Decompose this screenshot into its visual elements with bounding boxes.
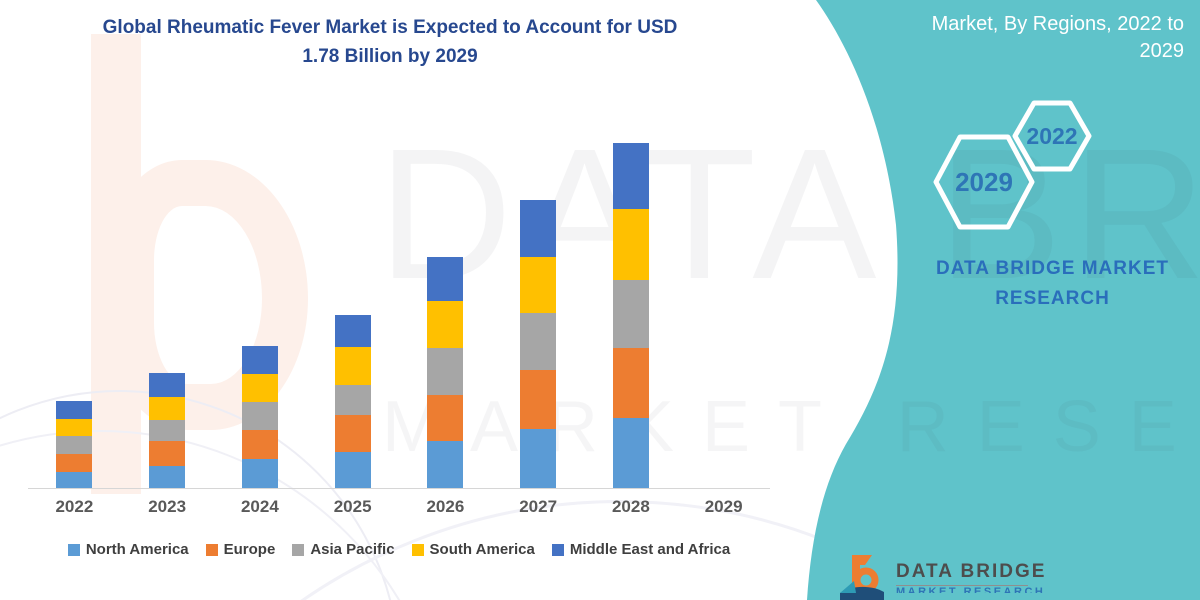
plot-area bbox=[28, 140, 770, 488]
bar-segment-2026-asia-pacific bbox=[427, 348, 464, 395]
x-axis-line bbox=[28, 488, 770, 489]
data-bridge-logo-icon bbox=[840, 555, 884, 600]
legend-swatch-icon bbox=[551, 543, 564, 556]
page-title-line2: 1.78 Billion by 2029 bbox=[302, 46, 478, 67]
bar-segment-2027-south-america bbox=[520, 257, 557, 313]
hexagon-2029-label: 2029 bbox=[955, 167, 1013, 197]
page-title-line1: Global Rheumatic Fever Market is Expecte… bbox=[102, 17, 678, 38]
x-axis-label-2025: 2025 bbox=[333, 497, 372, 516]
x-axis-label-2029: 2029 bbox=[704, 497, 743, 516]
legend-item-europe: Europe bbox=[205, 541, 276, 558]
legend-swatch-icon bbox=[67, 543, 80, 556]
bar-segment-2022-north-america bbox=[56, 472, 93, 488]
legend-label: North America bbox=[85, 541, 189, 558]
bar-segment-2023-asia-pacific bbox=[149, 420, 186, 441]
bar-segment-2026-south-america bbox=[427, 301, 464, 348]
footer-logo-sub: MARKET RESEARCH bbox=[896, 586, 1046, 593]
legend-label: Europe bbox=[223, 541, 276, 558]
chart-column-2023 bbox=[121, 140, 214, 488]
bar-segment-2028-north-america bbox=[612, 418, 649, 488]
legend-item-north-america: North America bbox=[67, 541, 189, 558]
legend-item-asia-pacific: Asia Pacific bbox=[292, 541, 395, 558]
bar-segment-2026-north-america bbox=[427, 441, 464, 488]
chart-column-2025 bbox=[306, 140, 399, 488]
brand-line1: DATA BRIDGE MARKET bbox=[936, 258, 1169, 279]
bar-segment-2027-north-america bbox=[520, 429, 557, 488]
bar-segment-2028-europe bbox=[612, 348, 649, 418]
bar-segment-2025-south-america bbox=[334, 347, 371, 385]
x-axis-label-2026: 2026 bbox=[426, 497, 465, 516]
footer-logo-text: DATA BRIDGE MARKET RESEARCH bbox=[896, 553, 1046, 600]
legend-swatch-icon bbox=[411, 543, 424, 556]
x-axis-labels: 2022 2023 2024 2025 2026 2027 2028 2029 bbox=[28, 497, 770, 517]
bar-segment-2024-europe bbox=[241, 430, 278, 459]
chart-column-2024 bbox=[214, 140, 307, 488]
bar-segment-2026-middle-east-and-africa bbox=[427, 257, 464, 301]
bar-segment-2025-north-america bbox=[334, 452, 371, 488]
bar-segment-2028-asia-pacific bbox=[612, 280, 649, 348]
legend-swatch-icon bbox=[292, 543, 305, 556]
bar-2025 bbox=[334, 315, 371, 488]
x-axis-label-2022: 2022 bbox=[55, 497, 94, 516]
bar-segment-2028-middle-east-and-africa bbox=[612, 143, 649, 209]
legend-label: Middle East and Africa bbox=[569, 541, 731, 558]
chart-column-2029 bbox=[677, 140, 770, 488]
bar-2022 bbox=[56, 401, 93, 488]
bar-segment-2024-asia-pacific bbox=[241, 402, 278, 430]
bar-segment-2024-north-america bbox=[241, 459, 278, 488]
bar-segment-2025-middle-east-and-africa bbox=[334, 315, 371, 347]
chart-column-2022 bbox=[28, 140, 121, 488]
bar-segment-2024-middle-east-and-africa bbox=[241, 346, 278, 374]
brand-wordmark: DATA BRIDGE MARKET RESEARCH bbox=[925, 254, 1180, 314]
bar-segment-2022-asia-pacific bbox=[56, 436, 93, 454]
bar-segment-2025-asia-pacific bbox=[334, 385, 371, 415]
x-axis-label-2023: 2023 bbox=[148, 497, 187, 516]
bar-2024 bbox=[241, 346, 278, 488]
legend-label: South America bbox=[429, 541, 535, 558]
bar-segment-2028-south-america bbox=[612, 209, 649, 280]
bar-segment-2023-middle-east-and-africa bbox=[149, 373, 186, 397]
legend-item-south-america: South America bbox=[411, 541, 535, 558]
footer-logo-name: DATA BRIDGE bbox=[896, 561, 1047, 582]
bar-segment-2027-middle-east-and-africa bbox=[520, 200, 557, 257]
bar-segment-2022-south-america bbox=[56, 419, 93, 436]
bar-segment-2023-south-america bbox=[149, 397, 186, 420]
bar-segment-2025-europe bbox=[334, 415, 371, 452]
chart-column-2028 bbox=[585, 140, 678, 488]
banner-title-line1: Market, By Regions, 2022 to bbox=[931, 13, 1184, 35]
x-axis-label-2027: 2027 bbox=[519, 497, 558, 516]
hexagon-2022-label: 2022 bbox=[1026, 123, 1077, 149]
bar-2027 bbox=[520, 200, 557, 488]
legend-label: Asia Pacific bbox=[310, 541, 395, 558]
page-title: Global Rheumatic Fever Market is Expecte… bbox=[35, 13, 745, 71]
bar-2026 bbox=[427, 257, 464, 488]
bar-segment-2027-asia-pacific bbox=[520, 313, 557, 370]
chart-column-2027 bbox=[492, 140, 585, 488]
bar-segment-2027-europe bbox=[520, 370, 557, 429]
banner-title: Market, By Regions, 2022 to 2029 bbox=[854, 11, 1184, 65]
bar-segment-2023-europe bbox=[149, 441, 186, 466]
bar-segment-2022-middle-east-and-africa bbox=[56, 401, 93, 419]
bar-segment-2024-south-america bbox=[241, 374, 278, 402]
bar-2028 bbox=[612, 143, 649, 488]
bar-2023 bbox=[149, 373, 186, 488]
legend-item-middle-east-and-africa: Middle East and Africa bbox=[551, 541, 731, 558]
brand-line2: RESEARCH bbox=[995, 288, 1110, 309]
bar-segment-2026-europe bbox=[427, 395, 464, 441]
banner-title-line2: 2029 bbox=[1139, 40, 1185, 62]
chart-column-2026 bbox=[399, 140, 492, 488]
bar-segment-2022-europe bbox=[56, 454, 93, 472]
year-hexagons: 2029 2022 bbox=[933, 100, 1092, 230]
x-axis-label-2024: 2024 bbox=[240, 497, 279, 516]
x-axis-label-2028: 2028 bbox=[611, 497, 650, 516]
bar-segment-2023-north-america bbox=[149, 466, 186, 488]
footer-logo: DATA BRIDGE MARKET RESEARCH bbox=[838, 553, 1046, 600]
legend-swatch-icon bbox=[205, 543, 218, 556]
chart-legend: North America Europe Asia Pacific South Ame… bbox=[28, 541, 770, 558]
